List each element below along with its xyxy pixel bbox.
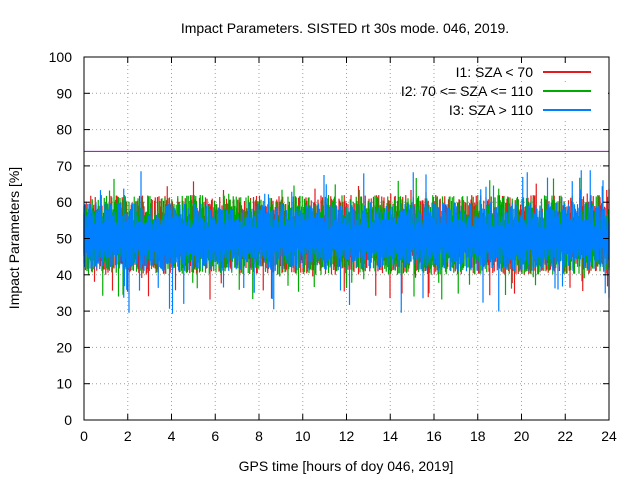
legend-label-2: I2: 70 <= SZA <= 110 xyxy=(401,83,533,99)
x-tick-label: 22 xyxy=(557,428,573,444)
x-tick-label: 18 xyxy=(470,428,486,444)
x-tick-label: 24 xyxy=(601,428,617,444)
x-tick-label: 10 xyxy=(295,428,311,444)
y-tick-label: 40 xyxy=(56,267,72,283)
y-tick-label: 70 xyxy=(56,158,72,174)
series-line-3 xyxy=(83,170,610,314)
y-tick-label: 20 xyxy=(56,339,72,355)
y-tick-label: 80 xyxy=(56,122,72,138)
x-tick-label: 12 xyxy=(339,428,355,444)
x-tick-label: 20 xyxy=(514,428,530,444)
x-tick-label: 2 xyxy=(124,428,132,444)
y-tick-label: 50 xyxy=(56,231,72,247)
legend-label-1: I1: SZA < 70 xyxy=(456,64,534,80)
y-tick-label: 10 xyxy=(56,376,72,392)
x-tick-label: 4 xyxy=(168,428,176,444)
y-tick-label: 90 xyxy=(56,85,72,101)
x-tick-label: 16 xyxy=(426,428,442,444)
x-tick-label: 0 xyxy=(80,428,88,444)
series-group xyxy=(83,170,610,314)
y-axis-label: Impact Parameters [%] xyxy=(6,167,22,309)
legend-label-3: I3: SZA > 110 xyxy=(449,102,533,118)
y-tick-label: 100 xyxy=(49,49,73,65)
x-tick-label: 14 xyxy=(382,428,398,444)
x-tick-label: 8 xyxy=(255,428,263,444)
x-tick-label: 6 xyxy=(211,428,219,444)
y-tick-label: 60 xyxy=(56,194,72,210)
chart-title: Impact Parameters. SISTED rt 30s mode. 0… xyxy=(181,20,509,36)
x-axis-label: GPS time [hours of doy 046, 2019] xyxy=(239,458,454,474)
axis-ticks: 0 2 4 6 8 10 12 14 16 18 20 22 240102030405060708090… xyxy=(49,49,617,444)
y-tick-label: 30 xyxy=(56,303,72,319)
y-tick-label: 0 xyxy=(64,412,72,428)
legend: I1: SZA < 70 I2: 70 <= SZA <= 110 I3: SZA … xyxy=(401,63,608,118)
